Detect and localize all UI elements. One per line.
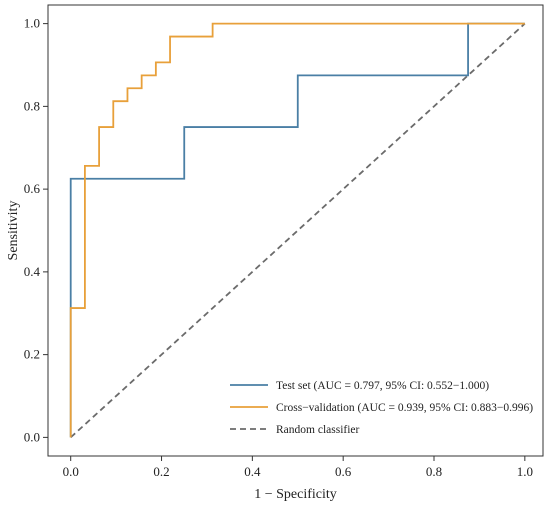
legend-label: Cross−validation (AUC = 0.939, 95% CI: 0… (276, 402, 533, 414)
x-tick-label: 0.0 (63, 464, 79, 479)
curves-layer (69, 22, 526, 439)
y-tick-label: 0.6 (24, 181, 41, 196)
y-tick-label: 0.8 (24, 98, 40, 113)
y-axis: 0.0 0.2 0.4 0.6 0.8 1.0 (24, 16, 48, 444)
y-tick-label: 1.0 (24, 16, 40, 31)
y-axis-label: Sensitivity (6, 201, 21, 261)
series-line-2 (70, 22, 526, 439)
y-tick-label: 0.4 (24, 264, 41, 279)
plot-frame (47, 4, 544, 457)
y-tick-label: 0.2 (24, 347, 40, 362)
x-tick-label: 0.2 (153, 464, 169, 479)
x-tick-label: 0.6 (335, 464, 352, 479)
x-tick-label: 0.8 (426, 464, 442, 479)
legend-label: Random classifier (276, 424, 360, 436)
series-line-1 (69, 22, 525, 438)
y-tick-label: 0.0 (24, 429, 40, 444)
legend-label: Test set (AUC = 0.797, 95% CI: 0.552−1.0… (276, 380, 489, 392)
legend: Test set (AUC = 0.797, 95% CI: 0.552−1.0… (230, 380, 533, 436)
x-axis: 0.0 0.2 0.4 0.6 0.8 1.0 (63, 456, 533, 479)
x-axis-label: 1 − Specificity (254, 487, 337, 502)
x-tick-label: 1.0 (517, 464, 533, 479)
x-tick-label: 0.4 (244, 464, 261, 479)
series-line-0 (69, 22, 525, 438)
